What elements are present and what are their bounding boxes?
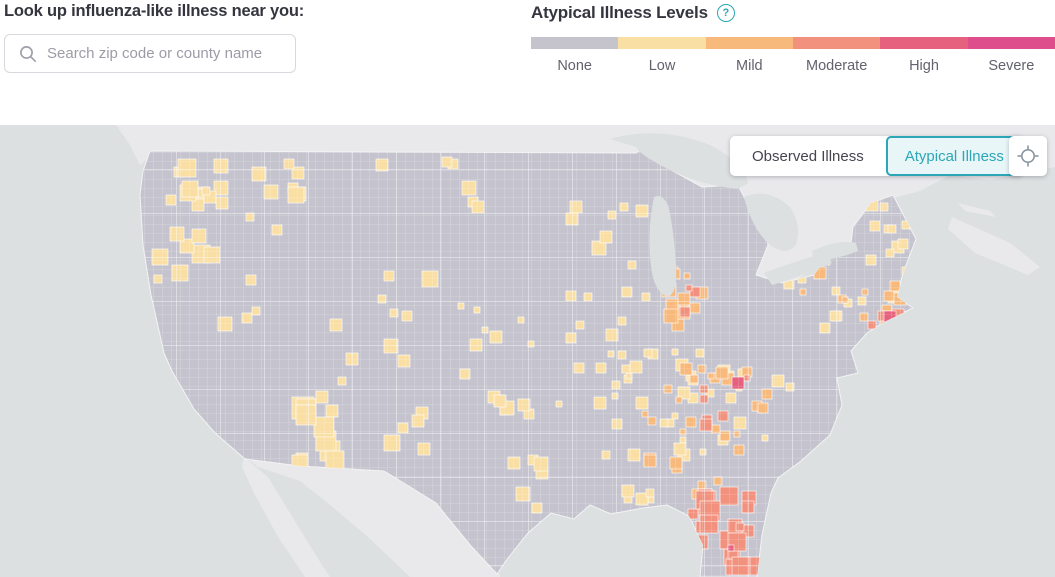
legend-segment-none bbox=[531, 37, 619, 49]
legend-label-high: High bbox=[909, 58, 939, 74]
legend-segment-severe bbox=[967, 37, 1055, 49]
page-title: Look up influenza-like illness near you: bbox=[4, 2, 305, 20]
legend-segment-high bbox=[880, 37, 968, 49]
legend-label-low: Low bbox=[648, 58, 676, 74]
legend-title: Atypical Illness Levels bbox=[531, 3, 708, 22]
crosshair-locate-icon bbox=[1017, 145, 1039, 167]
legend-segment-low bbox=[618, 37, 706, 49]
observed-illness-button[interactable]: Observed Illness bbox=[730, 136, 886, 176]
legend-labels: None Low Mild Moderate High Severe bbox=[531, 58, 1055, 74]
legend-label-moderate: Moderate bbox=[806, 58, 868, 74]
legend-label-severe: Severe bbox=[988, 58, 1035, 74]
illness-view-toggle: Observed Illness Atypical Illness bbox=[730, 136, 1023, 176]
choropleth-svg[interactable] bbox=[0, 125, 1055, 577]
search-icon bbox=[20, 45, 37, 62]
legend-label-mild: Mild bbox=[736, 58, 763, 74]
legend: Atypical Illness Levels ? None Low Mild Mod… bbox=[531, 0, 1055, 74]
legend-segment-moderate bbox=[792, 37, 881, 49]
legend-bar bbox=[531, 37, 1055, 49]
us-county-choropleth-map[interactable]: Observed Illness Atypical Illness bbox=[0, 125, 1055, 577]
help-icon[interactable]: ? bbox=[716, 4, 735, 22]
legend-label-none: None bbox=[557, 58, 592, 74]
legend-segment-mild bbox=[705, 37, 793, 49]
search-box[interactable] bbox=[4, 34, 296, 73]
atypical-illness-button[interactable]: Atypical Illness bbox=[885, 136, 1023, 176]
search-input[interactable] bbox=[47, 45, 295, 62]
locate-me-button[interactable] bbox=[1009, 136, 1047, 176]
